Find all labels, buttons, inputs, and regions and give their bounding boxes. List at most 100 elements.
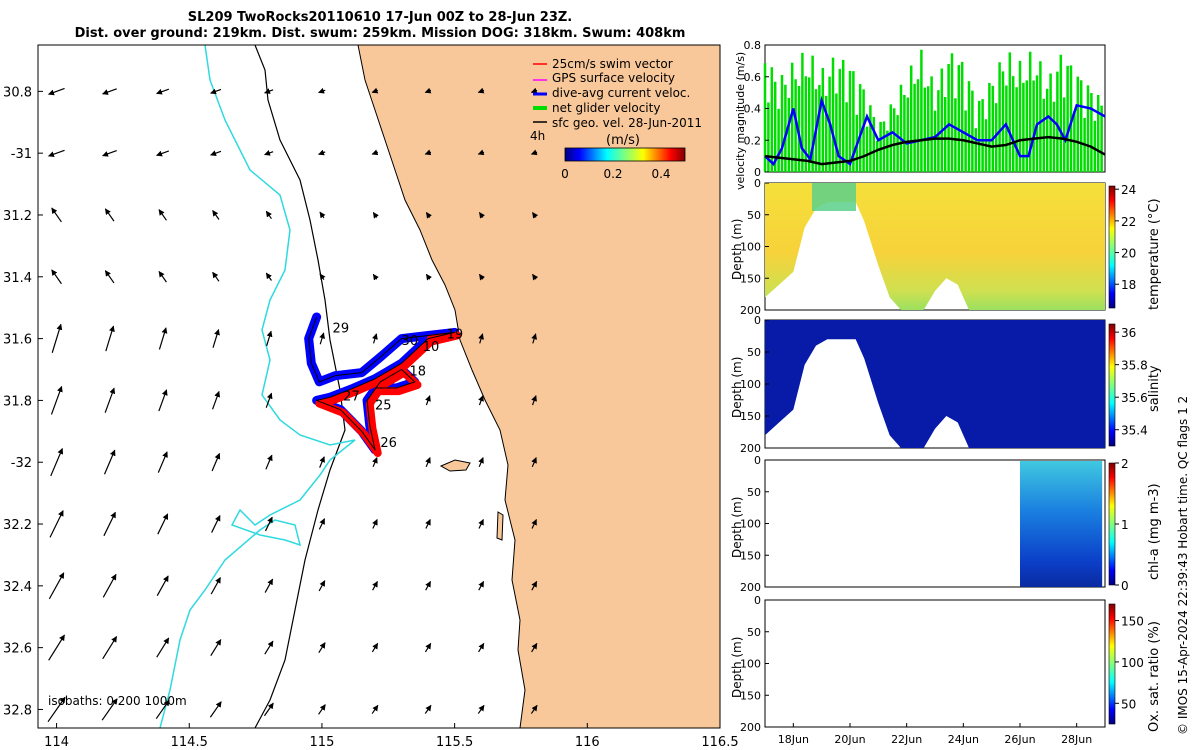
salinity-colorbar-tick-label: 35.4 <box>1121 424 1148 438</box>
oxygen-y-tick-label: 100 <box>740 658 761 671</box>
map-y-tick-label: 31.4 <box>3 271 32 286</box>
chla-colorbar-tick-label: 2 <box>1121 457 1129 471</box>
velocity-arrow <box>318 87 326 94</box>
temperature-colorbar-tick-label: 20 <box>1121 247 1136 261</box>
footer-credit: © IMOS 15-Apr-2024 22:39:43 Hobart time.… <box>1176 396 1190 735</box>
chla-y-tick-label: 50 <box>747 486 761 499</box>
map-y-tick-label: 31.8 <box>3 394 32 409</box>
track-day-label: 10 <box>423 340 440 355</box>
velocity-arrow <box>477 704 485 714</box>
velocity-arrow <box>265 272 272 281</box>
salinity-colorbar-tick-label: 35.6 <box>1121 391 1148 405</box>
day-labels: 29 30 10 19 18 27 25 26 <box>333 321 464 450</box>
isobath-1000m <box>159 45 356 728</box>
chla-colorbar <box>1108 462 1116 586</box>
map-frame <box>37 44 721 729</box>
map-y-tick-label: 31.6 <box>3 333 32 348</box>
velocity-arrow <box>102 150 117 157</box>
salinity-y-tick-label: 0 <box>754 314 761 327</box>
velocity-arrow <box>372 457 378 468</box>
salinity-colorbar-label: salinity <box>1147 365 1162 412</box>
velocity-arrow <box>104 208 115 222</box>
salinity-colorbar <box>1108 323 1116 447</box>
velocity-arrow <box>531 642 538 653</box>
map-colorbar-tick-label: 0 <box>561 167 569 181</box>
oxygen-colorbar <box>1108 603 1116 725</box>
track-centerline <box>308 316 456 451</box>
velocity-arrow <box>264 150 274 156</box>
velocity-y-tick-label: 0.8 <box>744 39 762 52</box>
velocity-arrow <box>265 392 273 408</box>
oxygen-colorbar-tick-label: 100 <box>1121 656 1144 670</box>
temperature-y-tick-label: 150 <box>740 272 761 285</box>
velocity-arrow <box>372 212 379 219</box>
legend-net-label: net glider velocity <box>552 101 660 115</box>
map-y-ticks: 30.8 -31 31.2 31.4 31.6 31.8 -32 32.2 32.4 32.6 32… <box>3 85 43 718</box>
velocity-arrow <box>371 642 379 653</box>
velocity-arrow <box>157 513 169 535</box>
legend-geo-label: sfc geo. vel. 28-Jun-2011 <box>552 116 702 130</box>
velocity-arrow <box>264 516 273 532</box>
velocity-arrow <box>102 573 117 598</box>
map-y-tick-label: 32.2 <box>3 518 32 533</box>
velocity-arrow <box>103 449 116 475</box>
temperature-cool-patch <box>812 183 856 211</box>
velocity-arrow <box>158 270 167 283</box>
velocity-arrow <box>263 702 274 717</box>
map-colorbar-ticks: 0 0.2 0.4 <box>561 167 670 181</box>
velocity-arrow <box>50 385 63 415</box>
oxygen-colorbar-tick-label: 150 <box>1121 615 1144 629</box>
velocity-y-tick-label: 0.2 <box>744 134 762 147</box>
temperature-y-tick-label: 200 <box>740 304 761 317</box>
velocity-arrow <box>157 451 168 473</box>
velocity-arrow <box>425 212 432 219</box>
glider-track <box>304 312 462 457</box>
velocity-y-tick-label: 0 <box>754 166 761 179</box>
velocity-arrow <box>319 211 326 219</box>
velocity-arrow <box>531 395 537 406</box>
date-x-tick-label: 28Jun <box>1061 733 1092 746</box>
temperature-y-tick-label: 0 <box>754 177 761 190</box>
salinity-section <box>765 320 1105 448</box>
velocity-lines <box>763 49 1106 172</box>
salinity-y-tick-label: 50 <box>747 346 761 359</box>
date-x-tick-label: 18Jun <box>778 733 809 746</box>
velocity-arrow <box>318 580 326 592</box>
date-x-tick-label: 24Jun <box>948 733 979 746</box>
velocity-arrow <box>210 639 222 657</box>
velocity-arrow <box>155 699 170 720</box>
velocity-arrow <box>212 328 220 348</box>
velocity-arrow <box>265 210 272 220</box>
track-day-label: 25 <box>375 399 392 414</box>
temperature-panel: 0 50 100 150 200 18 20 22 24 <box>740 177 1136 317</box>
chla-colorbar-tick-label: 0 <box>1121 579 1129 593</box>
velocity-arrow <box>425 518 431 529</box>
velocity-arrow <box>264 88 274 94</box>
salinity-y-tick-label: 100 <box>740 378 761 391</box>
map-x-tick-label: 115.5 <box>436 735 473 750</box>
oxygen-ticks: 0 50 100 150 200 50 100 150 <box>740 594 1144 734</box>
temperature-y-tick-label: 50 <box>747 209 761 222</box>
salinity-panel: 0 50 100 150 200 35.4 35.6 35.8 36 <box>740 314 1148 455</box>
map-y-tick-label: 30.8 <box>3 85 32 100</box>
velocity-y-ticks: 0 0.2 0.4 0.6 0.8 <box>744 39 769 179</box>
velocity-arrow <box>425 273 432 281</box>
velocity-arrow <box>101 698 118 721</box>
velocity-arrow <box>530 87 538 94</box>
map-x-tick-label: 114 <box>44 735 69 750</box>
legend-dive-label: dive-avg current veloc. <box>552 86 690 100</box>
chla-panel: 0 50 100 150 200 0 1 2 <box>740 454 1129 594</box>
velocity-arrow <box>424 149 432 156</box>
map-legend: 25cm/s swim vector GPS surface velocity … <box>530 57 702 181</box>
velocity-arrow <box>156 150 170 157</box>
velocity-arrow <box>425 580 432 591</box>
temperature-depth-label: Depth (m) <box>730 219 744 280</box>
chla-depth-label: Depth (m) <box>730 497 744 558</box>
velocity-arrow <box>105 325 115 352</box>
velocity-arrow <box>212 209 220 220</box>
velocity-arrow <box>211 452 221 472</box>
salinity-ticks: 0 50 100 150 200 35.4 35.6 35.8 36 <box>740 314 1148 455</box>
velocity-arrow <box>478 212 486 219</box>
temperature-colorbar <box>1108 185 1116 309</box>
